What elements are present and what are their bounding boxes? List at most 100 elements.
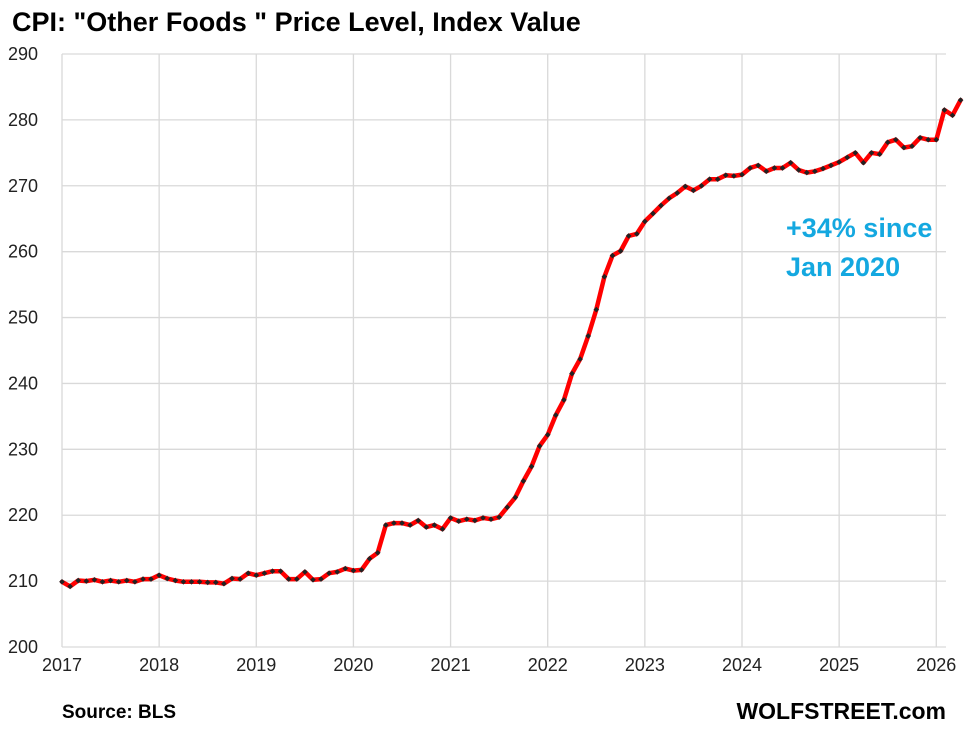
data-point <box>310 576 316 583</box>
x-tick-label: 2021 <box>431 655 471 675</box>
data-point <box>731 173 737 179</box>
data-point <box>391 520 397 526</box>
x-tick-label: 2017 <box>42 655 82 675</box>
data-point <box>496 514 502 521</box>
gridlines <box>61 53 946 648</box>
brand-label: WOLFSTREET.com <box>736 698 946 724</box>
data-point <box>83 578 90 584</box>
data-point <box>318 576 324 582</box>
data-point <box>739 171 745 178</box>
data-point <box>132 578 138 585</box>
data-point <box>107 577 114 584</box>
data-point <box>771 165 778 171</box>
data-point <box>423 524 430 530</box>
x-tick-label: 2022 <box>528 655 568 675</box>
y-tick-label: 280 <box>8 110 38 130</box>
data-point <box>820 165 826 172</box>
data-point <box>674 190 681 196</box>
annotation-line-1: +34% since <box>786 213 932 243</box>
x-tick-label: 2025 <box>819 655 859 675</box>
y-tick-label: 260 <box>8 242 38 262</box>
data-point <box>463 516 470 523</box>
data-point <box>480 515 486 521</box>
data-point <box>431 522 438 528</box>
data-point <box>601 273 608 280</box>
data-point <box>593 306 600 313</box>
data-point <box>577 356 583 362</box>
data-point <box>253 572 260 579</box>
data-point <box>91 576 98 583</box>
data-point <box>552 412 559 418</box>
data-point <box>690 187 697 194</box>
data-point <box>488 516 494 523</box>
data-point <box>99 578 106 585</box>
data-point <box>350 567 357 574</box>
data-point <box>148 576 154 582</box>
data-point <box>787 159 794 166</box>
data-point <box>868 149 875 156</box>
data-point <box>293 576 300 582</box>
data-point <box>277 568 284 575</box>
data-point <box>755 162 762 169</box>
data-point <box>140 576 146 582</box>
data-point <box>722 172 729 179</box>
x-axis-ticks: 2017 2018 2019 2020 2021 2022 2023 2024 2025 2026 <box>42 655 956 675</box>
data-point <box>561 397 567 403</box>
data-point <box>528 463 535 470</box>
data-point <box>407 522 413 528</box>
y-tick-label: 220 <box>8 505 38 525</box>
data-point <box>941 107 948 113</box>
data-point <box>609 252 616 259</box>
annotation-line-2: Jan 2020 <box>786 252 900 282</box>
data-point <box>382 522 389 528</box>
data-point <box>204 579 211 586</box>
data-point <box>860 159 867 166</box>
data-point <box>180 578 187 585</box>
data-point <box>455 518 462 525</box>
data-point <box>237 576 243 582</box>
series-layer <box>59 97 964 590</box>
data-point <box>67 583 73 590</box>
data-point <box>59 578 65 585</box>
data-point <box>245 570 252 577</box>
data-point <box>892 136 899 143</box>
data-point <box>779 165 786 171</box>
data-point <box>698 182 705 189</box>
data-point <box>536 443 543 449</box>
y-tick-label: 240 <box>8 373 38 393</box>
data-point <box>156 572 162 579</box>
data-point <box>504 504 511 511</box>
data-point <box>399 520 405 526</box>
data-point <box>933 136 940 143</box>
data-point <box>925 136 932 143</box>
data-point <box>852 149 859 156</box>
y-tick-label: 200 <box>8 637 38 657</box>
data-point <box>650 210 656 217</box>
data-point <box>569 370 575 377</box>
data-point <box>75 577 82 584</box>
data-point <box>512 494 519 501</box>
data-point <box>625 233 632 239</box>
data-point <box>763 168 770 175</box>
source-label: Source: BLS <box>62 702 176 723</box>
x-tick-label: 2020 <box>333 655 373 675</box>
x-tick-label: 2018 <box>139 655 179 675</box>
data-point <box>901 144 907 151</box>
y-tick-label: 250 <box>8 308 38 328</box>
data-point <box>212 579 219 586</box>
chart-title: CPI: "Other Foods " Price Level, Index V… <box>12 7 581 37</box>
data-point <box>706 176 713 183</box>
data-point <box>812 168 818 175</box>
data-point <box>844 154 851 161</box>
data-point <box>949 112 956 119</box>
data-point <box>447 515 454 521</box>
data-point <box>196 578 203 585</box>
data-point <box>884 139 891 146</box>
data-point <box>585 333 592 339</box>
data-point <box>439 526 446 532</box>
data-point <box>229 575 235 582</box>
data-point <box>917 134 923 141</box>
data-point <box>188 578 195 585</box>
x-tick-label: 2023 <box>625 655 665 675</box>
